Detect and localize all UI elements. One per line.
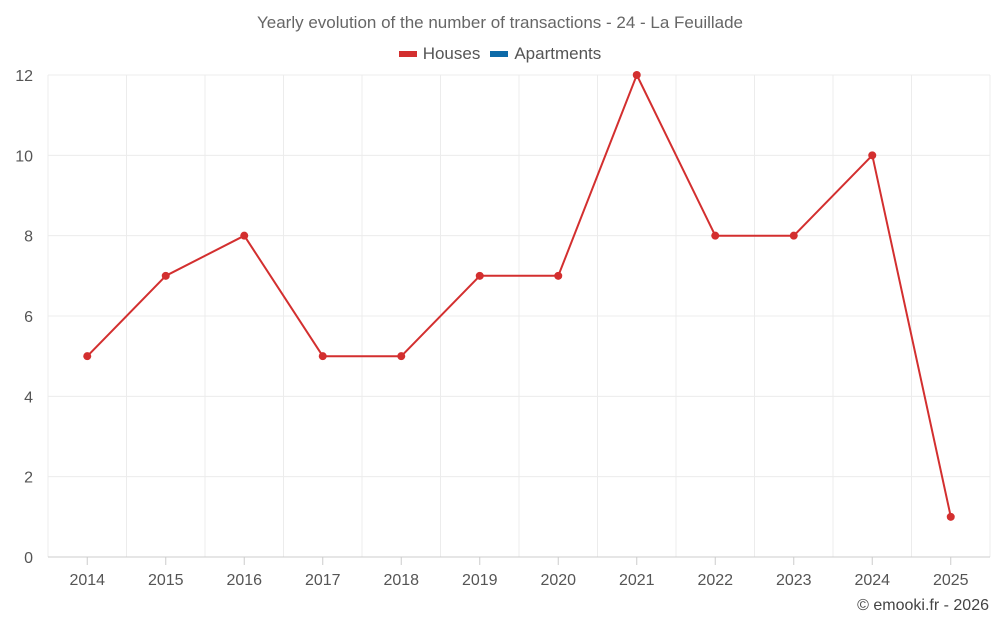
- x-tick-label-2016: 2016: [226, 572, 262, 589]
- axes: 0 2 4 6 8 10 12 2014 2015 2016 2017 2018 2019 2020 202…: [15, 68, 990, 589]
- y-tick-label-8: 8: [24, 229, 33, 246]
- grid: [47, 74, 991, 557]
- data-point-houses-2016: [240, 231, 249, 240]
- x-tick-label-2019: 2019: [462, 572, 498, 589]
- x-tick-label-2014: 2014: [69, 572, 105, 589]
- x-tick-label-2023: 2023: [776, 572, 812, 589]
- data-point-houses-2014: [83, 352, 92, 361]
- y-tick-label-6: 6: [24, 309, 33, 326]
- y-tick-label-12: 12: [15, 68, 33, 85]
- chart-title: Yearly evolution of the number of transa…: [256, 13, 744, 32]
- legend-label-apartments: Apartments: [514, 44, 602, 63]
- data-point-houses-2025: [946, 512, 955, 521]
- x-tick-label-2024: 2024: [854, 572, 890, 589]
- x-tick-label-2018: 2018: [383, 572, 419, 589]
- y-tick-label-10: 10: [15, 148, 33, 165]
- x-tick-label-2015: 2015: [148, 572, 184, 589]
- y-tick-label-2: 2: [24, 470, 33, 487]
- data-point-houses-2018: [397, 352, 406, 361]
- data-point-houses-2024: [868, 151, 877, 160]
- legend-item-apartments[interactable]: Apartments: [490, 44, 601, 64]
- x-tick-label-2022: 2022: [697, 572, 733, 589]
- legend: Houses Apartments: [0, 44, 1000, 64]
- legend-swatch-houses: [398, 51, 417, 57]
- data-point-houses-2017: [318, 352, 327, 361]
- data-point-houses-2023: [789, 231, 798, 240]
- y-tick-label-0: 0: [24, 550, 33, 567]
- data-point-houses-2019: [475, 271, 484, 280]
- credit: © emooki.fr - 2026: [857, 597, 989, 614]
- x-tick-label-2020: 2020: [540, 572, 576, 589]
- legend-label-houses: Houses: [422, 44, 481, 63]
- x-tick-label-2025: 2025: [933, 572, 969, 589]
- data-point-houses-2015: [161, 271, 170, 280]
- x-tick-label-2021: 2021: [619, 572, 655, 589]
- y-tick-label-4: 4: [24, 389, 33, 406]
- data-point-houses-2021: [632, 71, 641, 79]
- legend-item-houses[interactable]: Houses: [398, 44, 481, 64]
- x-tick-label-2017: 2017: [305, 572, 341, 589]
- series-line-houses: [86, 74, 952, 518]
- series: [83, 71, 955, 521]
- data-point-houses-2022: [711, 231, 720, 240]
- legend-swatch-apartments: [490, 51, 509, 57]
- data-point-houses-2020: [554, 271, 563, 280]
